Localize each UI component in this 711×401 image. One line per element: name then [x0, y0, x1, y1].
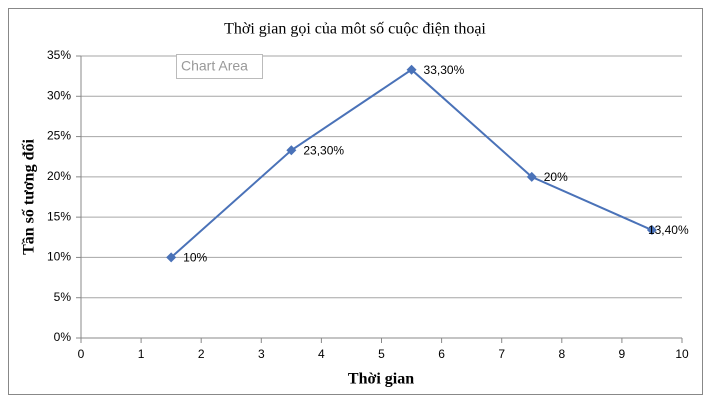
- y-tick-label: 20%: [47, 169, 71, 183]
- marker: [526, 171, 537, 182]
- x-tick-label: 1: [138, 347, 145, 361]
- y-tick-label: 0%: [54, 330, 72, 344]
- x-tick-label: 9: [619, 347, 626, 361]
- y-tick-label: 5%: [54, 290, 72, 304]
- marker: [286, 145, 297, 156]
- y-tick-label: 25%: [47, 129, 71, 143]
- x-axis-label: Thời gian: [348, 371, 414, 388]
- x-tick-label: 5: [378, 347, 385, 361]
- x-tick-label: 6: [438, 347, 445, 361]
- tooltip: Chart Area: [181, 58, 248, 74]
- tooltip-box: [176, 54, 263, 79]
- x-tick-label: 10: [675, 347, 689, 361]
- data-label: 10%: [183, 251, 207, 265]
- chart-border: [8, 8, 703, 395]
- y-axis-label: Tần số tương đối: [21, 139, 38, 255]
- x-tick-label: 0: [78, 347, 85, 361]
- x-tick-label: 4: [318, 347, 325, 361]
- data-label: 13,40%: [648, 223, 689, 237]
- marker: [646, 225, 657, 236]
- x-tick-label: 2: [198, 347, 205, 361]
- y-tick-label: 30%: [47, 88, 71, 102]
- x-tick-label: 3: [258, 347, 265, 361]
- x-tick-label: 8: [558, 347, 565, 361]
- data-label: 20%: [544, 170, 568, 184]
- marker: [166, 252, 177, 263]
- data-label: 33,30%: [424, 63, 465, 77]
- chart-title: Thời gian gọi của môt số cuộc điện thoại: [224, 21, 486, 38]
- x-tick-label: 7: [498, 347, 505, 361]
- marker: [406, 64, 417, 75]
- y-tick-label: 15%: [47, 209, 71, 223]
- data-label: 23,30%: [303, 143, 344, 157]
- y-tick-label: 35%: [47, 48, 71, 62]
- y-tick-label: 10%: [47, 250, 71, 264]
